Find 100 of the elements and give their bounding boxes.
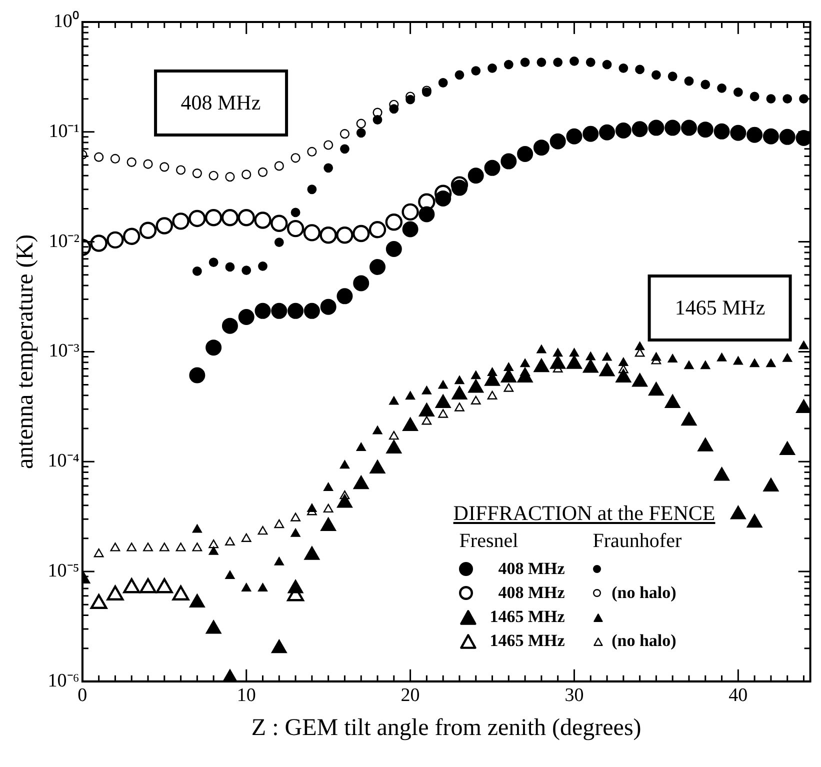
point: [370, 258, 386, 275]
point: [402, 417, 418, 431]
point: [763, 478, 779, 492]
y-tick-label: 10⁻⁴: [48, 450, 80, 472]
point: [304, 546, 320, 560]
point: [274, 238, 284, 247]
point: [635, 64, 645, 74]
annotation: Fresnel: [458, 530, 520, 554]
point: [385, 214, 403, 231]
y-tick-label: 10⁻³: [48, 340, 80, 362]
point: [730, 506, 746, 520]
point: [106, 231, 124, 249]
point: [536, 344, 546, 354]
point: [750, 358, 760, 368]
point: [225, 172, 235, 182]
legend-title: DIFFRACTION at the FENCE: [453, 501, 716, 526]
point: [143, 159, 153, 169]
point: [288, 580, 304, 594]
point: [303, 224, 321, 242]
point: [340, 460, 350, 469]
point: [733, 356, 743, 365]
point: [714, 466, 730, 481]
y-tick-label: 10⁻⁵: [48, 560, 80, 582]
point: [386, 440, 402, 454]
point: [290, 512, 300, 522]
point: [222, 318, 238, 334]
point: [536, 58, 546, 67]
point: [517, 146, 534, 162]
point: [90, 594, 108, 609]
annotation: 1465 MHz: [648, 274, 792, 342]
point: [126, 157, 136, 167]
point: [451, 180, 468, 196]
legend-label: 408 MHz: [497, 558, 566, 580]
point: [307, 504, 317, 512]
point: [746, 126, 763, 143]
point: [304, 302, 320, 319]
point: [599, 362, 615, 376]
point: [582, 359, 598, 373]
point: [700, 360, 710, 370]
point: [762, 128, 779, 144]
point: [668, 72, 678, 82]
point: [274, 519, 284, 528]
point: [652, 70, 661, 80]
x-tick-label: 10: [236, 684, 256, 706]
point: [156, 217, 173, 234]
point: [470, 396, 481, 404]
point: [553, 348, 563, 357]
point: [452, 386, 468, 400]
point: [160, 162, 170, 172]
point: [192, 168, 202, 178]
point: [779, 441, 796, 455]
point: [324, 140, 334, 150]
point: [782, 94, 792, 104]
x-tick-label: 20: [400, 684, 420, 706]
point: [388, 430, 399, 440]
point: [550, 355, 566, 369]
point: [570, 56, 579, 66]
point: [123, 578, 140, 594]
point: [242, 266, 252, 276]
point: [271, 639, 288, 654]
point: [372, 115, 382, 124]
point: [238, 308, 254, 325]
point: [586, 352, 596, 360]
legend-label: 1465 MHz: [488, 606, 566, 628]
y-tick-label: 10⁻²: [48, 230, 80, 252]
annotation: Fraunhofer: [592, 530, 683, 554]
point: [386, 241, 402, 257]
point: [336, 288, 353, 304]
point: [274, 161, 284, 171]
annotation: 408 MHz: [154, 70, 288, 137]
point: [798, 340, 809, 350]
point: [307, 146, 317, 157]
point: [454, 402, 464, 412]
point: [471, 370, 481, 380]
point: [750, 92, 760, 102]
point: [730, 124, 746, 141]
point: [796, 399, 810, 413]
point: [372, 426, 382, 434]
point: [766, 94, 776, 104]
point: [353, 275, 370, 292]
point: [106, 585, 124, 600]
point: [159, 542, 170, 552]
point: [616, 368, 632, 382]
point: [779, 128, 796, 145]
point: [143, 542, 153, 552]
point: [664, 394, 680, 408]
point: [418, 402, 435, 417]
y-tick-label: 10⁻⁶: [48, 670, 80, 692]
point: [668, 354, 678, 362]
point: [569, 348, 580, 357]
point: [389, 104, 399, 114]
y-tick-label: 10⁻¹: [48, 120, 80, 142]
point: [664, 120, 681, 136]
point: [422, 386, 432, 394]
point: [192, 542, 202, 552]
point: [370, 460, 386, 474]
point: [110, 154, 120, 164]
x-tick-label: 40: [728, 684, 748, 706]
point: [684, 76, 694, 86]
point: [356, 128, 366, 138]
